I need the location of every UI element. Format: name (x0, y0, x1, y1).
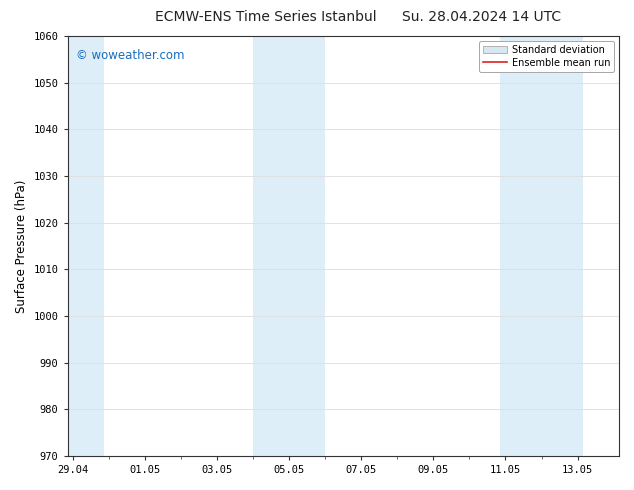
Legend: Standard deviation, Ensemble mean run: Standard deviation, Ensemble mean run (479, 41, 614, 72)
Y-axis label: Surface Pressure (hPa): Surface Pressure (hPa) (15, 179, 28, 313)
Text: Su. 28.04.2024 14 UTC: Su. 28.04.2024 14 UTC (403, 10, 561, 24)
Bar (68, 36, 103, 456)
Text: © woweather.com: © woweather.com (76, 49, 184, 62)
Bar (253, 36, 325, 456)
Text: ECMW-ENS Time Series Istanbul: ECMW-ENS Time Series Istanbul (155, 10, 377, 24)
Bar (500, 36, 583, 456)
